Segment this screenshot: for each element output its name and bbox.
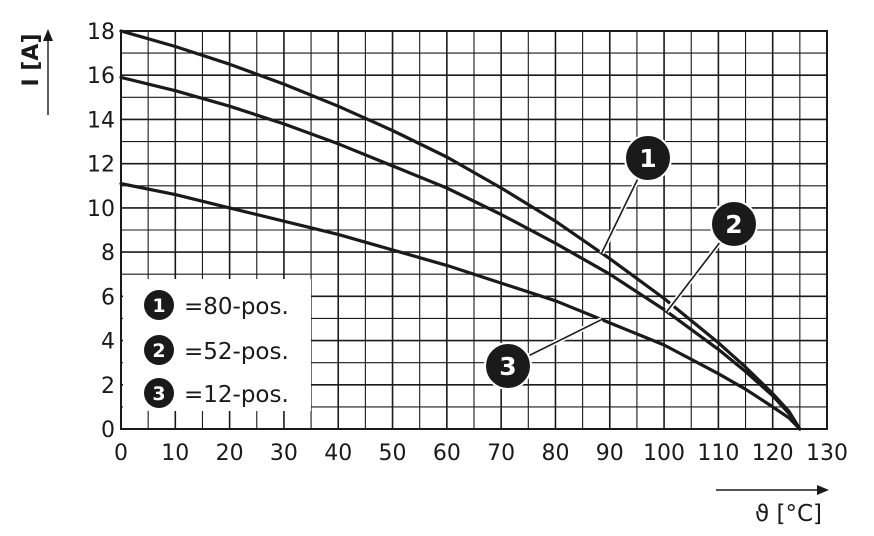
y-tick-label: 6 bbox=[101, 285, 115, 310]
callout-marker-1 bbox=[624, 134, 672, 182]
x-tick-label: 80 bbox=[541, 441, 569, 466]
series-lines bbox=[119, 29, 802, 431]
callout-marker-3 bbox=[484, 342, 532, 390]
legend-marker-1 bbox=[144, 290, 174, 320]
x-tick-label: 10 bbox=[161, 441, 189, 466]
y-tick-label: 12 bbox=[87, 153, 115, 178]
axes: 0 10 20 30 40 50 60 70 80 90 100 110 120 130024681012… bbox=[87, 20, 848, 466]
x-tick-label: 50 bbox=[379, 441, 407, 466]
x-tick-label: 90 bbox=[596, 441, 624, 466]
x-tick-label: 120 bbox=[752, 441, 794, 466]
series-line-2 bbox=[119, 75, 802, 431]
callout-marker-2 bbox=[710, 200, 758, 248]
y-axis-arrow-head bbox=[43, 29, 53, 41]
y-tick-label: 8 bbox=[101, 241, 115, 266]
x-axis-arrow-head bbox=[817, 485, 829, 495]
y-tick-label: 18 bbox=[87, 20, 115, 45]
y-tick-label: 0 bbox=[101, 418, 115, 443]
legend-entry-label: =12-pos. bbox=[184, 382, 289, 408]
x-tick-label: 110 bbox=[697, 441, 739, 466]
series-line-1 bbox=[119, 29, 802, 431]
callout-label: 1 bbox=[639, 144, 656, 173]
x-tick-label: 20 bbox=[216, 441, 244, 466]
y-tick-label: 2 bbox=[101, 374, 115, 399]
x-tick-label: 100 bbox=[643, 441, 685, 466]
y-tick-label: 16 bbox=[87, 64, 115, 89]
plot-frame bbox=[120, 30, 828, 430]
legend-marker-label: 3 bbox=[152, 383, 165, 405]
x-tick-label: 130 bbox=[806, 441, 848, 466]
x-tick-label: 60 bbox=[433, 441, 461, 466]
legend-entry-label: =80-pos. bbox=[184, 294, 289, 320]
axis-labels: I [A] ϑ [°C] bbox=[19, 29, 829, 527]
x-tick-label: 30 bbox=[270, 441, 298, 466]
legend-marker-2 bbox=[144, 335, 174, 365]
x-tick-label: 40 bbox=[324, 441, 352, 466]
x-tick-label: 0 bbox=[114, 441, 128, 466]
x-axis-label: ϑ [°C] bbox=[755, 501, 822, 527]
legend-marker-3 bbox=[144, 378, 174, 408]
grid bbox=[120, 30, 828, 430]
series-line-3 bbox=[119, 182, 802, 431]
legend-marker-label: 1 bbox=[152, 295, 165, 317]
callout-label: 2 bbox=[725, 210, 742, 239]
callout-label: 3 bbox=[499, 352, 516, 381]
legend-marker-label: 2 bbox=[152, 340, 165, 362]
y-tick-label: 4 bbox=[101, 330, 115, 355]
legend: 1 =80-pos. 2 =52-pos. 3 =12-pos. bbox=[123, 279, 311, 411]
y-axis-label: I [A] bbox=[19, 34, 44, 87]
x-tick-label: 70 bbox=[487, 441, 515, 466]
y-tick-label: 10 bbox=[87, 197, 115, 222]
callouts: 1 2 3 bbox=[484, 134, 758, 390]
y-tick-label: 14 bbox=[87, 108, 115, 133]
legend-entry-label: =52-pos. bbox=[184, 339, 289, 365]
